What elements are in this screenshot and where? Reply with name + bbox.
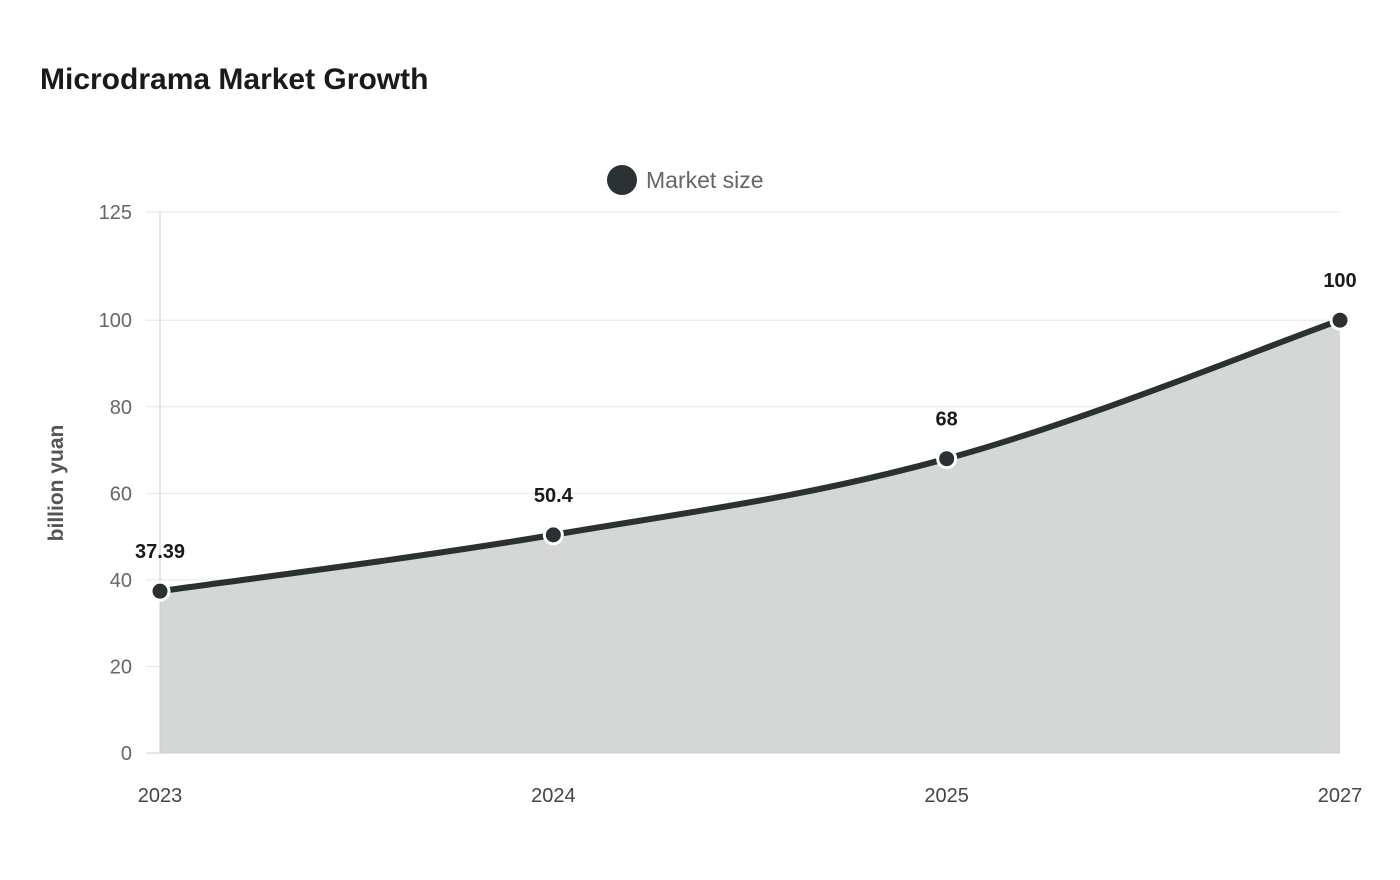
x-tick-label: 2024 — [531, 785, 576, 807]
chart-title: Microdrama Market Growth — [40, 63, 429, 96]
data-point — [936, 448, 958, 470]
data-label: 100 — [1323, 270, 1356, 292]
x-tick-label: 2025 — [924, 785, 969, 807]
y-tick-label: 20 — [110, 656, 132, 678]
y-axis-title: billion yuan — [45, 425, 68, 542]
legend-marker[interactable] — [607, 165, 637, 195]
data-label: 68 — [936, 409, 958, 431]
series-line — [157, 317, 1343, 595]
data-label: 37.39 — [135, 541, 185, 563]
data-point — [1329, 309, 1351, 331]
markers — [149, 309, 1351, 602]
data-point — [542, 524, 564, 546]
y-tick-label: 80 — [110, 397, 132, 419]
y-tick-label: 100 — [99, 310, 132, 332]
data-labels: 37.39 50.4 68 100 — [135, 270, 1357, 563]
area-layer — [160, 320, 1340, 753]
axes: 0 20 40 60 80 100 125 2023 2024 2025 2027 — [99, 202, 1363, 807]
y-tick-label: 0 — [121, 743, 132, 765]
legend-label-market-size[interactable]: Market size — [646, 167, 764, 193]
x-tick-label: 2023 — [138, 785, 183, 807]
y-tick-label: 60 — [110, 483, 132, 505]
legend[interactable]: Market size — [607, 165, 764, 195]
data-label: 50.4 — [534, 485, 574, 507]
line-layer — [157, 317, 1343, 595]
y-tick-label: 40 — [110, 570, 132, 592]
data-point — [149, 580, 171, 602]
series-area — [160, 320, 1340, 753]
y-tick-label: 125 — [99, 202, 132, 224]
x-tick-label: 2027 — [1318, 785, 1363, 807]
